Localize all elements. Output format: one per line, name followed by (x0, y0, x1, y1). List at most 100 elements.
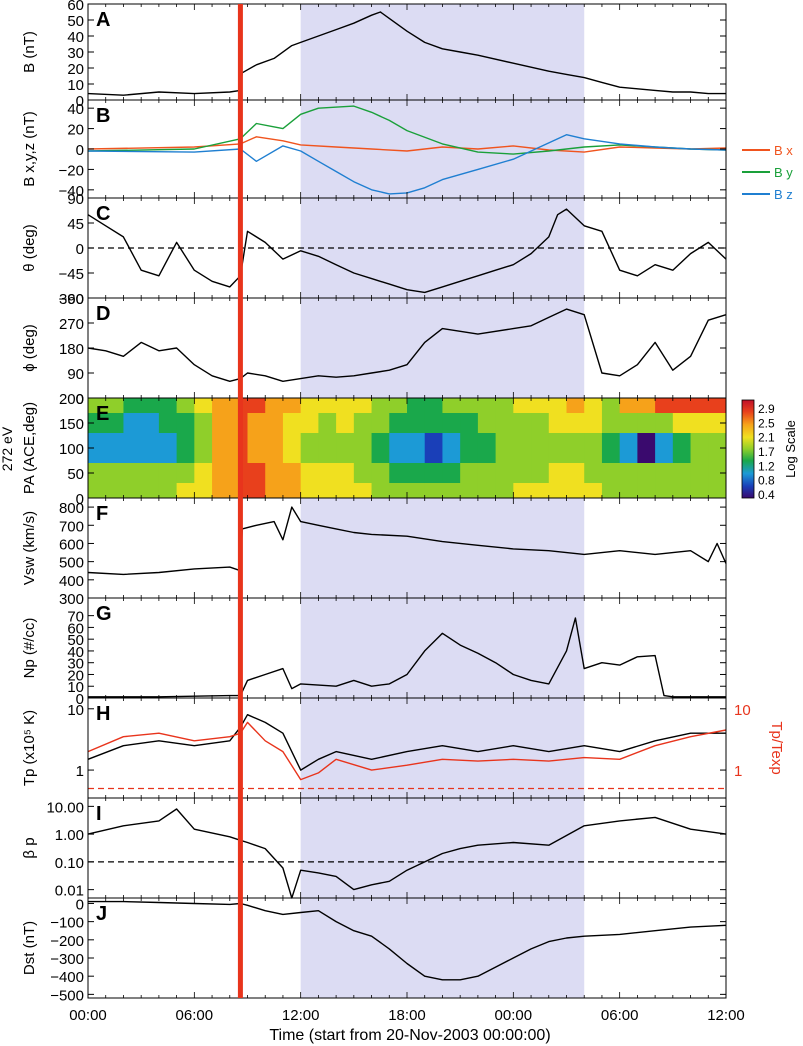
time-tick-label: 18:00 (388, 1007, 426, 1024)
heatmap-cell (513, 413, 532, 434)
panel-letter: J (96, 903, 107, 925)
heatmap-cell (637, 433, 656, 464)
heatmap-cell (619, 483, 638, 499)
heatmap-cell (601, 483, 621, 499)
heatmap-cell (300, 413, 319, 434)
y-tick-label: 50 (67, 632, 84, 649)
heatmap-cell (158, 463, 178, 484)
heatmap-cell (584, 413, 603, 434)
heatmap-cell (389, 483, 408, 499)
y-tick-label: −90 (59, 291, 84, 308)
heatmap-cell (407, 463, 426, 484)
colorbar-tick-label: 2.9 (758, 402, 775, 416)
heatmap-cell (424, 433, 443, 464)
heatmap-cell (158, 433, 178, 464)
heatmap-cell (247, 398, 266, 414)
heatmap-cell (584, 483, 603, 499)
heatmap-cell (672, 433, 692, 464)
legend-label: B y (774, 165, 793, 180)
y-tick-label: −500 (50, 987, 84, 1004)
y-tick-label: 150 (59, 416, 84, 433)
panel-ylabel: θ (deg) (21, 224, 38, 272)
heatmap-cell (176, 483, 195, 499)
y-tick-label: 20 (67, 667, 84, 684)
heatmap-cell (300, 433, 319, 464)
heatmap-cell (548, 463, 567, 484)
y-tick-label: 30 (67, 45, 84, 62)
y-tick-label: −100 (50, 915, 84, 932)
heatmap-cell (407, 398, 426, 414)
y-tick-label: 300 (59, 591, 84, 608)
heatmap-cell (690, 398, 709, 414)
heatmap-cell (194, 463, 213, 484)
legend-label: B z (774, 187, 793, 202)
panel-ylabel: PA (ACE,deg) (21, 402, 38, 494)
heatmap-cell (240, 398, 248, 414)
y-tick-label: 500 (59, 555, 84, 572)
heatmap-cell (495, 483, 514, 499)
heatmap-cell (584, 463, 603, 484)
heatmap-cell (265, 483, 284, 499)
y-tick-label: 180 (59, 341, 84, 358)
heatmap-cell (460, 398, 479, 414)
heatmap-cell (460, 433, 479, 464)
heatmap-cell (265, 433, 284, 464)
y-tick-label: 30 (67, 656, 84, 673)
heatmap-cell (601, 398, 621, 414)
heatmap-cell (371, 433, 390, 464)
y-tick-label: −20 (59, 162, 84, 179)
time-axis-label: Time (start from 20-Nov-2003 00:00:00) (269, 1027, 550, 1044)
heatmap-cell (123, 413, 160, 434)
panel-letter: A (96, 9, 110, 31)
panel-letter: D (96, 303, 110, 325)
series-line (88, 617, 726, 698)
y-tick-label: 0 (76, 241, 84, 258)
legend-label: B x (774, 143, 793, 158)
heatmap-cell (531, 483, 550, 499)
heatmap-cell (531, 413, 550, 434)
time-tick-label: 00:00 (495, 1007, 533, 1024)
y-tick-label: 10 (67, 679, 84, 696)
y-tick-label: −40 (59, 183, 84, 200)
heatmap-cell (318, 483, 337, 499)
heatmap-cell (336, 433, 355, 464)
y-tick-label: 40 (67, 29, 84, 46)
colorbar-tick-label: 2.1 (758, 431, 775, 445)
heatmap-cell (672, 398, 692, 414)
series-line-by (87, 105, 727, 155)
series-line (87, 808, 727, 899)
heatmap-cell (247, 413, 266, 434)
heatmap-cell (655, 433, 674, 464)
heatmap-cell (566, 483, 585, 499)
y-tick-label: 45 (67, 216, 84, 233)
heatmap-cell (708, 463, 727, 484)
heatmap-cell (389, 413, 408, 434)
heatmap-cell (212, 398, 241, 414)
heatmap-cell (548, 483, 567, 499)
heatmap-cell (176, 463, 195, 484)
y-tick-label: 50 (67, 466, 84, 483)
heatmap-cell (353, 398, 373, 414)
heatmap-cell (477, 413, 497, 434)
heatmap-cell (477, 463, 497, 484)
heatmap-cell (495, 398, 514, 414)
heatmap-cell (424, 413, 443, 434)
heatmap-cell (442, 483, 461, 499)
series-line-bx (87, 136, 727, 153)
heatmap-cell (619, 398, 638, 414)
panel-e: 272 eV 0 50 100 150 200 E PA (ACE,deg) (0, 391, 727, 508)
heatmap-cell (495, 433, 514, 464)
heatmap-cell (318, 398, 337, 414)
heatmap-cell (353, 483, 373, 499)
y-tick-label: 40 (67, 101, 84, 118)
panel-ylabel: B (nT) (21, 31, 38, 73)
panel-letter: G (96, 603, 112, 625)
y-tick-label: 0.01 (55, 883, 84, 900)
heatmap-cell (176, 413, 195, 434)
heatmap-cell (513, 483, 532, 499)
heatmap-cell (460, 483, 479, 499)
heatmap-cell (336, 483, 355, 499)
heatmap-cell (212, 413, 241, 434)
y-tick-label: 0 (76, 93, 84, 110)
time-tick-label: 12:00 (707, 1007, 745, 1024)
